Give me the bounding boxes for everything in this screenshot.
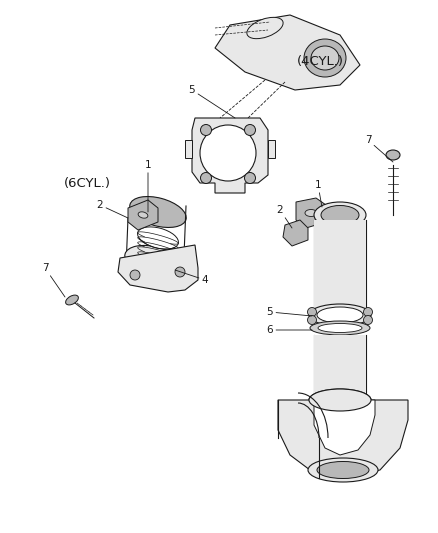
Ellipse shape bbox=[304, 209, 316, 216]
Text: (4CYL.): (4CYL.) bbox=[296, 55, 343, 68]
Circle shape bbox=[200, 125, 255, 181]
Ellipse shape bbox=[138, 212, 148, 218]
Ellipse shape bbox=[385, 150, 399, 160]
Text: 2: 2 bbox=[276, 205, 291, 228]
Circle shape bbox=[307, 316, 316, 325]
Ellipse shape bbox=[130, 197, 186, 228]
Text: 5: 5 bbox=[188, 85, 234, 118]
Ellipse shape bbox=[308, 389, 370, 411]
Text: 2: 2 bbox=[96, 200, 128, 218]
Circle shape bbox=[175, 267, 184, 277]
Polygon shape bbox=[267, 140, 274, 158]
Circle shape bbox=[244, 125, 255, 135]
Circle shape bbox=[363, 316, 372, 325]
Polygon shape bbox=[313, 335, 365, 400]
Ellipse shape bbox=[316, 307, 362, 323]
Text: 6: 6 bbox=[266, 325, 311, 335]
Ellipse shape bbox=[316, 392, 362, 408]
Text: 5: 5 bbox=[266, 307, 311, 317]
Ellipse shape bbox=[320, 206, 358, 224]
Text: 7: 7 bbox=[42, 263, 65, 297]
Polygon shape bbox=[215, 15, 359, 90]
Ellipse shape bbox=[309, 321, 369, 335]
Ellipse shape bbox=[124, 245, 185, 279]
Circle shape bbox=[307, 308, 316, 317]
Ellipse shape bbox=[316, 462, 368, 479]
Circle shape bbox=[200, 125, 211, 135]
Ellipse shape bbox=[308, 389, 370, 411]
Polygon shape bbox=[283, 220, 307, 246]
Polygon shape bbox=[313, 400, 374, 455]
Ellipse shape bbox=[303, 39, 345, 77]
Ellipse shape bbox=[310, 46, 338, 70]
Polygon shape bbox=[128, 200, 158, 230]
Text: (6CYL.): (6CYL.) bbox=[64, 177, 111, 190]
Text: 1: 1 bbox=[314, 180, 321, 207]
Text: 1: 1 bbox=[145, 160, 151, 212]
Polygon shape bbox=[313, 220, 365, 315]
Polygon shape bbox=[277, 400, 407, 478]
Ellipse shape bbox=[65, 295, 78, 305]
Polygon shape bbox=[184, 140, 191, 158]
Ellipse shape bbox=[313, 202, 365, 228]
Polygon shape bbox=[295, 198, 325, 228]
Polygon shape bbox=[118, 245, 198, 292]
Ellipse shape bbox=[307, 458, 377, 482]
Ellipse shape bbox=[246, 18, 283, 39]
Circle shape bbox=[200, 173, 211, 183]
Polygon shape bbox=[191, 118, 267, 193]
Ellipse shape bbox=[137, 227, 178, 249]
Text: 4: 4 bbox=[175, 270, 208, 285]
Ellipse shape bbox=[308, 304, 370, 326]
Ellipse shape bbox=[317, 324, 361, 333]
Text: 7: 7 bbox=[364, 135, 392, 162]
Circle shape bbox=[244, 173, 255, 183]
Circle shape bbox=[130, 270, 140, 280]
Circle shape bbox=[363, 308, 372, 317]
